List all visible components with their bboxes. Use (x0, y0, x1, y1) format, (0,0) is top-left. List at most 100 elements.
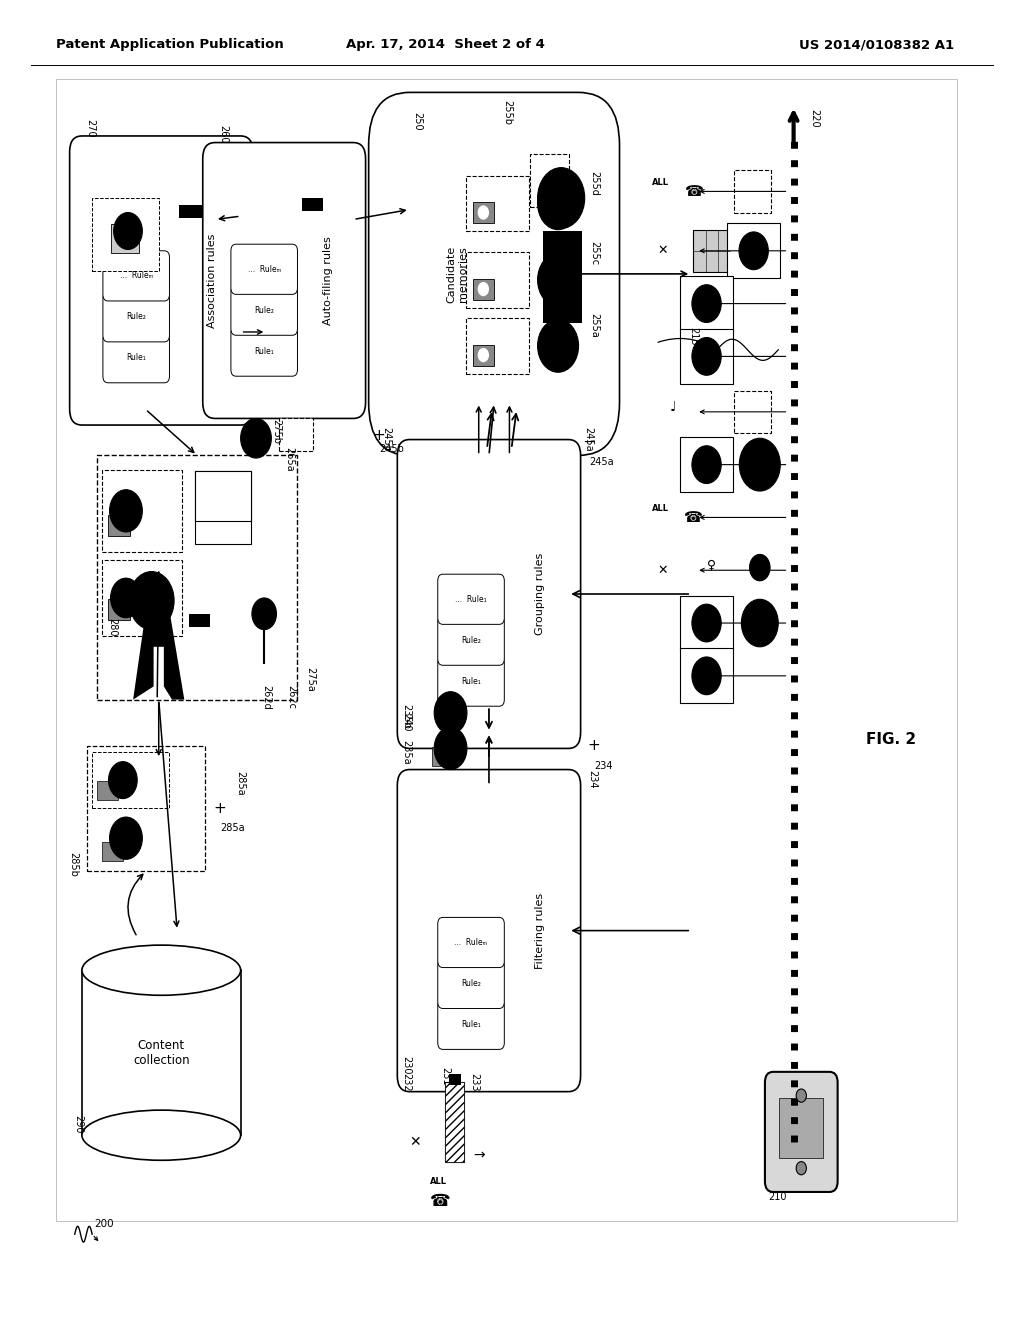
FancyBboxPatch shape (438, 615, 504, 665)
FancyBboxPatch shape (438, 999, 504, 1049)
Text: 245a: 245a (584, 428, 594, 451)
Text: 235a: 235a (401, 741, 412, 764)
Text: 270: 270 (85, 119, 95, 137)
Text: Rule₁: Rule₁ (254, 347, 274, 355)
Circle shape (692, 657, 721, 694)
Bar (92, 752, 169, 808)
Text: Auto-filing rules: Auto-filing rules (324, 236, 334, 325)
Text: Rule₂: Rule₂ (126, 313, 146, 321)
FancyBboxPatch shape (102, 292, 170, 342)
Text: ...  Ruleₘ: ... Ruleₘ (248, 265, 281, 273)
Text: Rule₁: Rule₁ (126, 354, 146, 362)
FancyBboxPatch shape (438, 574, 504, 624)
Bar (189, 614, 210, 627)
Circle shape (478, 282, 488, 296)
Text: 233: 233 (469, 1073, 479, 1092)
Text: Candidate
memories: Candidate memories (446, 246, 468, 302)
Circle shape (241, 418, 271, 458)
Circle shape (434, 692, 467, 734)
Bar (102, 560, 182, 636)
Circle shape (110, 817, 142, 859)
Bar (195, 471, 251, 544)
Bar (473, 202, 494, 223)
Bar (432, 747, 455, 766)
Polygon shape (445, 1082, 464, 1162)
Text: +: + (214, 801, 226, 816)
Bar (179, 205, 202, 218)
FancyBboxPatch shape (369, 92, 620, 455)
Text: 245a: 245a (589, 457, 613, 467)
Circle shape (538, 168, 585, 228)
Text: ✕: ✕ (409, 1135, 421, 1148)
Text: 255b: 255b (503, 100, 513, 124)
Text: 231: 231 (440, 1067, 451, 1085)
Bar (108, 599, 130, 620)
Bar (466, 176, 529, 231)
Text: 220: 220 (809, 110, 819, 128)
Text: 255d: 255d (589, 172, 599, 197)
Circle shape (739, 438, 780, 491)
Text: 265a: 265a (285, 447, 295, 471)
Text: 275a: 275a (305, 668, 315, 692)
Bar (279, 418, 313, 451)
Text: 285a: 285a (236, 771, 246, 796)
Text: ☎: ☎ (685, 183, 703, 199)
FancyBboxPatch shape (438, 917, 504, 968)
Bar (97, 781, 118, 800)
Circle shape (129, 572, 174, 630)
Bar (466, 318, 529, 374)
Bar (530, 154, 569, 207)
Text: Grouping rules: Grouping rules (535, 553, 545, 635)
Text: Rule₁: Rule₁ (461, 677, 481, 685)
Ellipse shape (82, 1110, 241, 1160)
Text: US 2014/0108382 A1: US 2014/0108382 A1 (799, 38, 953, 51)
FancyBboxPatch shape (231, 326, 297, 376)
Circle shape (110, 490, 142, 532)
Bar (473, 345, 494, 366)
Text: 275b: 275b (271, 420, 282, 444)
Circle shape (252, 598, 276, 630)
Bar (779, 1098, 823, 1158)
Circle shape (797, 1162, 807, 1175)
Circle shape (434, 727, 467, 770)
Text: Rule₂: Rule₂ (461, 979, 481, 987)
Text: 285a: 285a (220, 824, 245, 833)
FancyBboxPatch shape (438, 958, 504, 1008)
Bar (108, 515, 130, 536)
Text: ✕: ✕ (657, 244, 668, 257)
Bar (195, 471, 251, 521)
Text: ☎: ☎ (684, 510, 702, 525)
Text: ALL: ALL (652, 178, 669, 186)
Bar (87, 746, 205, 871)
Text: 265b: 265b (246, 424, 256, 447)
Text: Rule₂: Rule₂ (254, 306, 274, 314)
Circle shape (478, 348, 488, 362)
Text: +: + (373, 428, 385, 444)
Text: 210: 210 (768, 1192, 786, 1203)
Text: ...  Ruleₘ: ... Ruleₘ (120, 272, 153, 280)
Bar (445, 1082, 464, 1162)
Circle shape (750, 554, 770, 581)
Text: +: + (588, 738, 600, 754)
Bar (727, 223, 780, 279)
Text: ...  Rule₁: ... Rule₁ (456, 595, 486, 603)
Bar (734, 170, 771, 213)
Text: ☎: ☎ (430, 1192, 451, 1210)
Text: Filtering rules: Filtering rules (535, 892, 545, 969)
FancyBboxPatch shape (438, 656, 504, 706)
FancyBboxPatch shape (231, 244, 297, 294)
Bar (302, 198, 323, 211)
Text: ALL: ALL (652, 504, 669, 512)
Circle shape (114, 213, 142, 249)
Bar (97, 455, 297, 700)
Text: 230: 230 (401, 1056, 412, 1074)
Bar (102, 842, 123, 861)
Text: Rule₂: Rule₂ (461, 636, 481, 644)
Bar (734, 391, 771, 433)
Text: 245b: 245b (379, 444, 403, 454)
Circle shape (692, 446, 721, 483)
Circle shape (538, 319, 579, 372)
Circle shape (111, 578, 141, 618)
Circle shape (692, 285, 721, 322)
Text: ALL: ALL (430, 1177, 447, 1185)
